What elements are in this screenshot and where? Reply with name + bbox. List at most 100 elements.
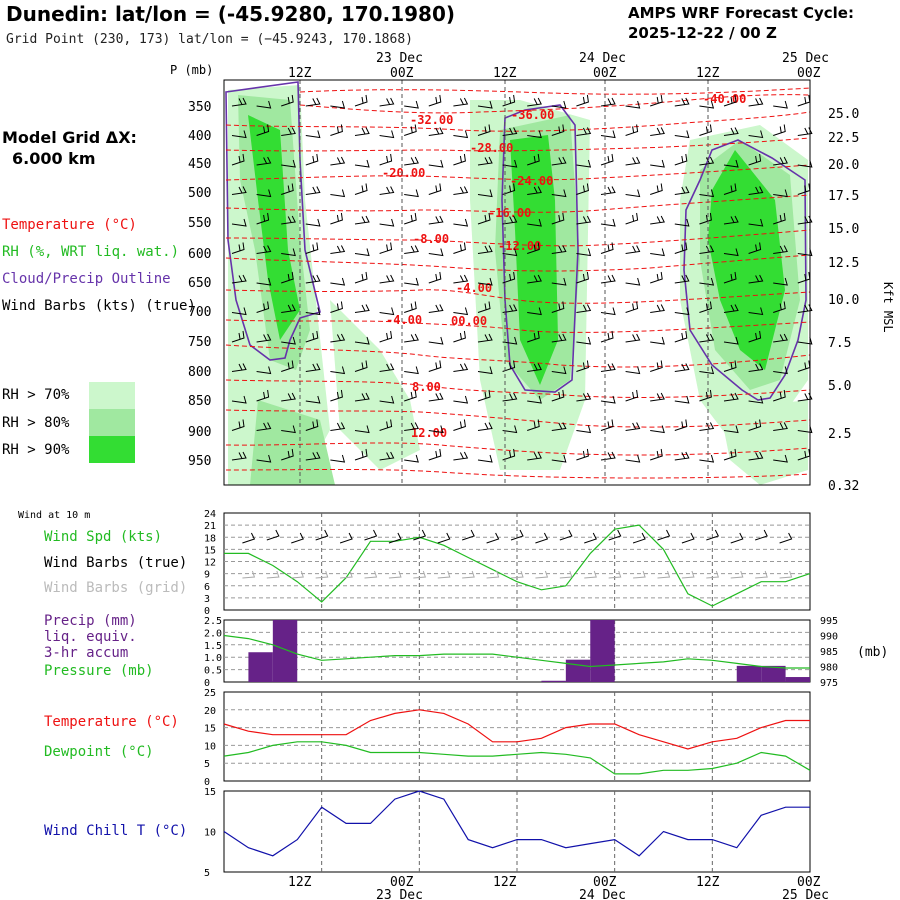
- wind-barb-true: [779, 532, 793, 544]
- profile-wind-barb: [650, 94, 663, 107]
- svg-text:00Z: 00Z: [390, 875, 414, 890]
- wind-barb-grid: [291, 570, 304, 579]
- temperature-tick: 0: [204, 777, 210, 788]
- model-grid-label: Model Grid ΔX:: [2, 128, 137, 147]
- profile-wind-barb: [354, 94, 368, 107]
- temperature-dewpoint-panel: 0 5 10 15 20 25: [204, 688, 811, 788]
- svg-text:25 Dec: 25 Dec: [782, 51, 829, 66]
- profile-wind-barb: [305, 307, 321, 316]
- profile-wind-barb: [305, 274, 321, 284]
- profile-wind-barb: [502, 215, 518, 225]
- profile-wind-barb: [330, 124, 343, 136]
- profile-wind-barb: [723, 159, 739, 168]
- profile-wind-barb: [477, 124, 491, 136]
- profile-wind-barb: [650, 248, 665, 257]
- svg-text:24 Dec: 24 Dec: [579, 888, 626, 900]
- profile-wind-barb: [674, 186, 690, 195]
- legend-liq-equiv: liq. equiv.: [44, 629, 137, 645]
- svg-text:12Z: 12Z: [696, 875, 720, 890]
- profile-wind-barb: [723, 183, 737, 195]
- profile-wind-barb: [256, 301, 270, 313]
- profile-wind-barb: [674, 153, 688, 166]
- profile-wind-barb: [305, 419, 319, 431]
- profile-wind-barb: [748, 363, 764, 372]
- profile-wind-barb: [699, 454, 715, 463]
- temp-label-m8: -8.00: [413, 232, 449, 246]
- precip-bar: [590, 620, 615, 682]
- legend-temperature: Temperature (°C): [2, 217, 137, 233]
- profile-wind-barb: [379, 451, 395, 461]
- temp-label-8: 8.00: [412, 380, 441, 394]
- profile-wind-barb: [428, 94, 442, 107]
- profile-wind-barb: [699, 389, 712, 402]
- wind-barb-true: [462, 529, 475, 541]
- profile-wind-barb: [527, 307, 542, 316]
- profile-wind-barb: [281, 448, 294, 461]
- profile-wind-barb: [748, 330, 762, 343]
- profile-wind-barb: [453, 218, 469, 227]
- profile-wind-barb: [551, 212, 565, 225]
- wind-barb-grid: [584, 570, 597, 579]
- profile-wind-barb: [527, 153, 540, 166]
- svg-text:900: 900: [188, 425, 211, 440]
- profile-wind-barb: [453, 186, 469, 195]
- wind-barb-grid: [340, 570, 353, 579]
- legend-rh90-swatch: [89, 436, 135, 463]
- profile-wind-barb: [256, 422, 272, 431]
- profile-wind-barb: [674, 451, 690, 461]
- svg-text:12Z: 12Z: [288, 66, 312, 81]
- profile-wind-barb: [404, 100, 419, 109]
- profile-wind-barb: [551, 156, 567, 166]
- wind-barb-true: [657, 529, 671, 541]
- profile-wind-barb: [773, 366, 788, 375]
- profile-wind-barb: [502, 183, 516, 195]
- profile-wind-barb: [699, 333, 715, 343]
- profile-wind-barb: [674, 395, 690, 404]
- profile-wind-barb: [354, 215, 370, 225]
- profile-wind-barb: [354, 183, 368, 195]
- profile-wind-barb: [477, 189, 493, 198]
- pressure-tick: 990: [820, 632, 838, 643]
- profile-wind-barb: [773, 389, 786, 402]
- profile-time-gridlines: [299, 80, 709, 485]
- wind-barb-true: [755, 529, 768, 541]
- profile-wind-barb: [551, 189, 567, 198]
- wind-barb-grid: [364, 570, 378, 579]
- profile-wind-barb: [748, 153, 762, 166]
- wind-barb-true: [559, 529, 573, 541]
- profile-wind-barb: [748, 218, 764, 227]
- wind-barb-true: [608, 529, 622, 541]
- profile-wind-barb: [576, 425, 592, 434]
- profile-wind-barb: [477, 366, 493, 375]
- profile-wind-barb: [650, 336, 665, 345]
- profile-wind-barb: [502, 448, 516, 461]
- svg-text:00Z: 00Z: [797, 66, 821, 81]
- profile-wind-barb: [773, 333, 788, 343]
- profile-wind-barb: [354, 304, 370, 313]
- profile-wind-barb: [330, 277, 346, 286]
- top-dates: 23 Dec 24 Dec 25 Dec: [376, 51, 829, 66]
- profile-wind-barb: [256, 333, 272, 343]
- profile-wind-barb: [576, 360, 589, 372]
- profile-wind-barb: [748, 307, 764, 316]
- profile-wind-barb: [281, 183, 294, 195]
- profile-wind-barb: [305, 395, 321, 404]
- wind-speed-tick: 6: [204, 582, 210, 593]
- legend-dewpoint: Dewpoint (°C): [44, 744, 154, 760]
- profile-wind-barb: [699, 189, 715, 198]
- pressure-tick: 975: [820, 678, 838, 689]
- svg-text:00Z: 00Z: [593, 875, 617, 890]
- profile-wind-barb: [748, 451, 764, 461]
- pressure-tick: 985: [820, 647, 838, 658]
- svg-text:25.0: 25.0: [828, 107, 859, 122]
- profile-wind-barb: [330, 389, 343, 402]
- profile-panel: -40.00 -36.00 -32.00 -28.00 -24.00 -20.0…: [170, 51, 895, 494]
- profile-wind-barb: [527, 218, 542, 227]
- profile-wind-barb: [404, 245, 419, 254]
- profile-wind-barb: [527, 242, 540, 254]
- profile-wind-barb: [281, 304, 296, 313]
- profile-wind-barb: [453, 274, 469, 284]
- profile-wind-barbs: [231, 94, 813, 463]
- profile-wind-barb: [477, 156, 493, 166]
- svg-text:20.0: 20.0: [828, 158, 859, 173]
